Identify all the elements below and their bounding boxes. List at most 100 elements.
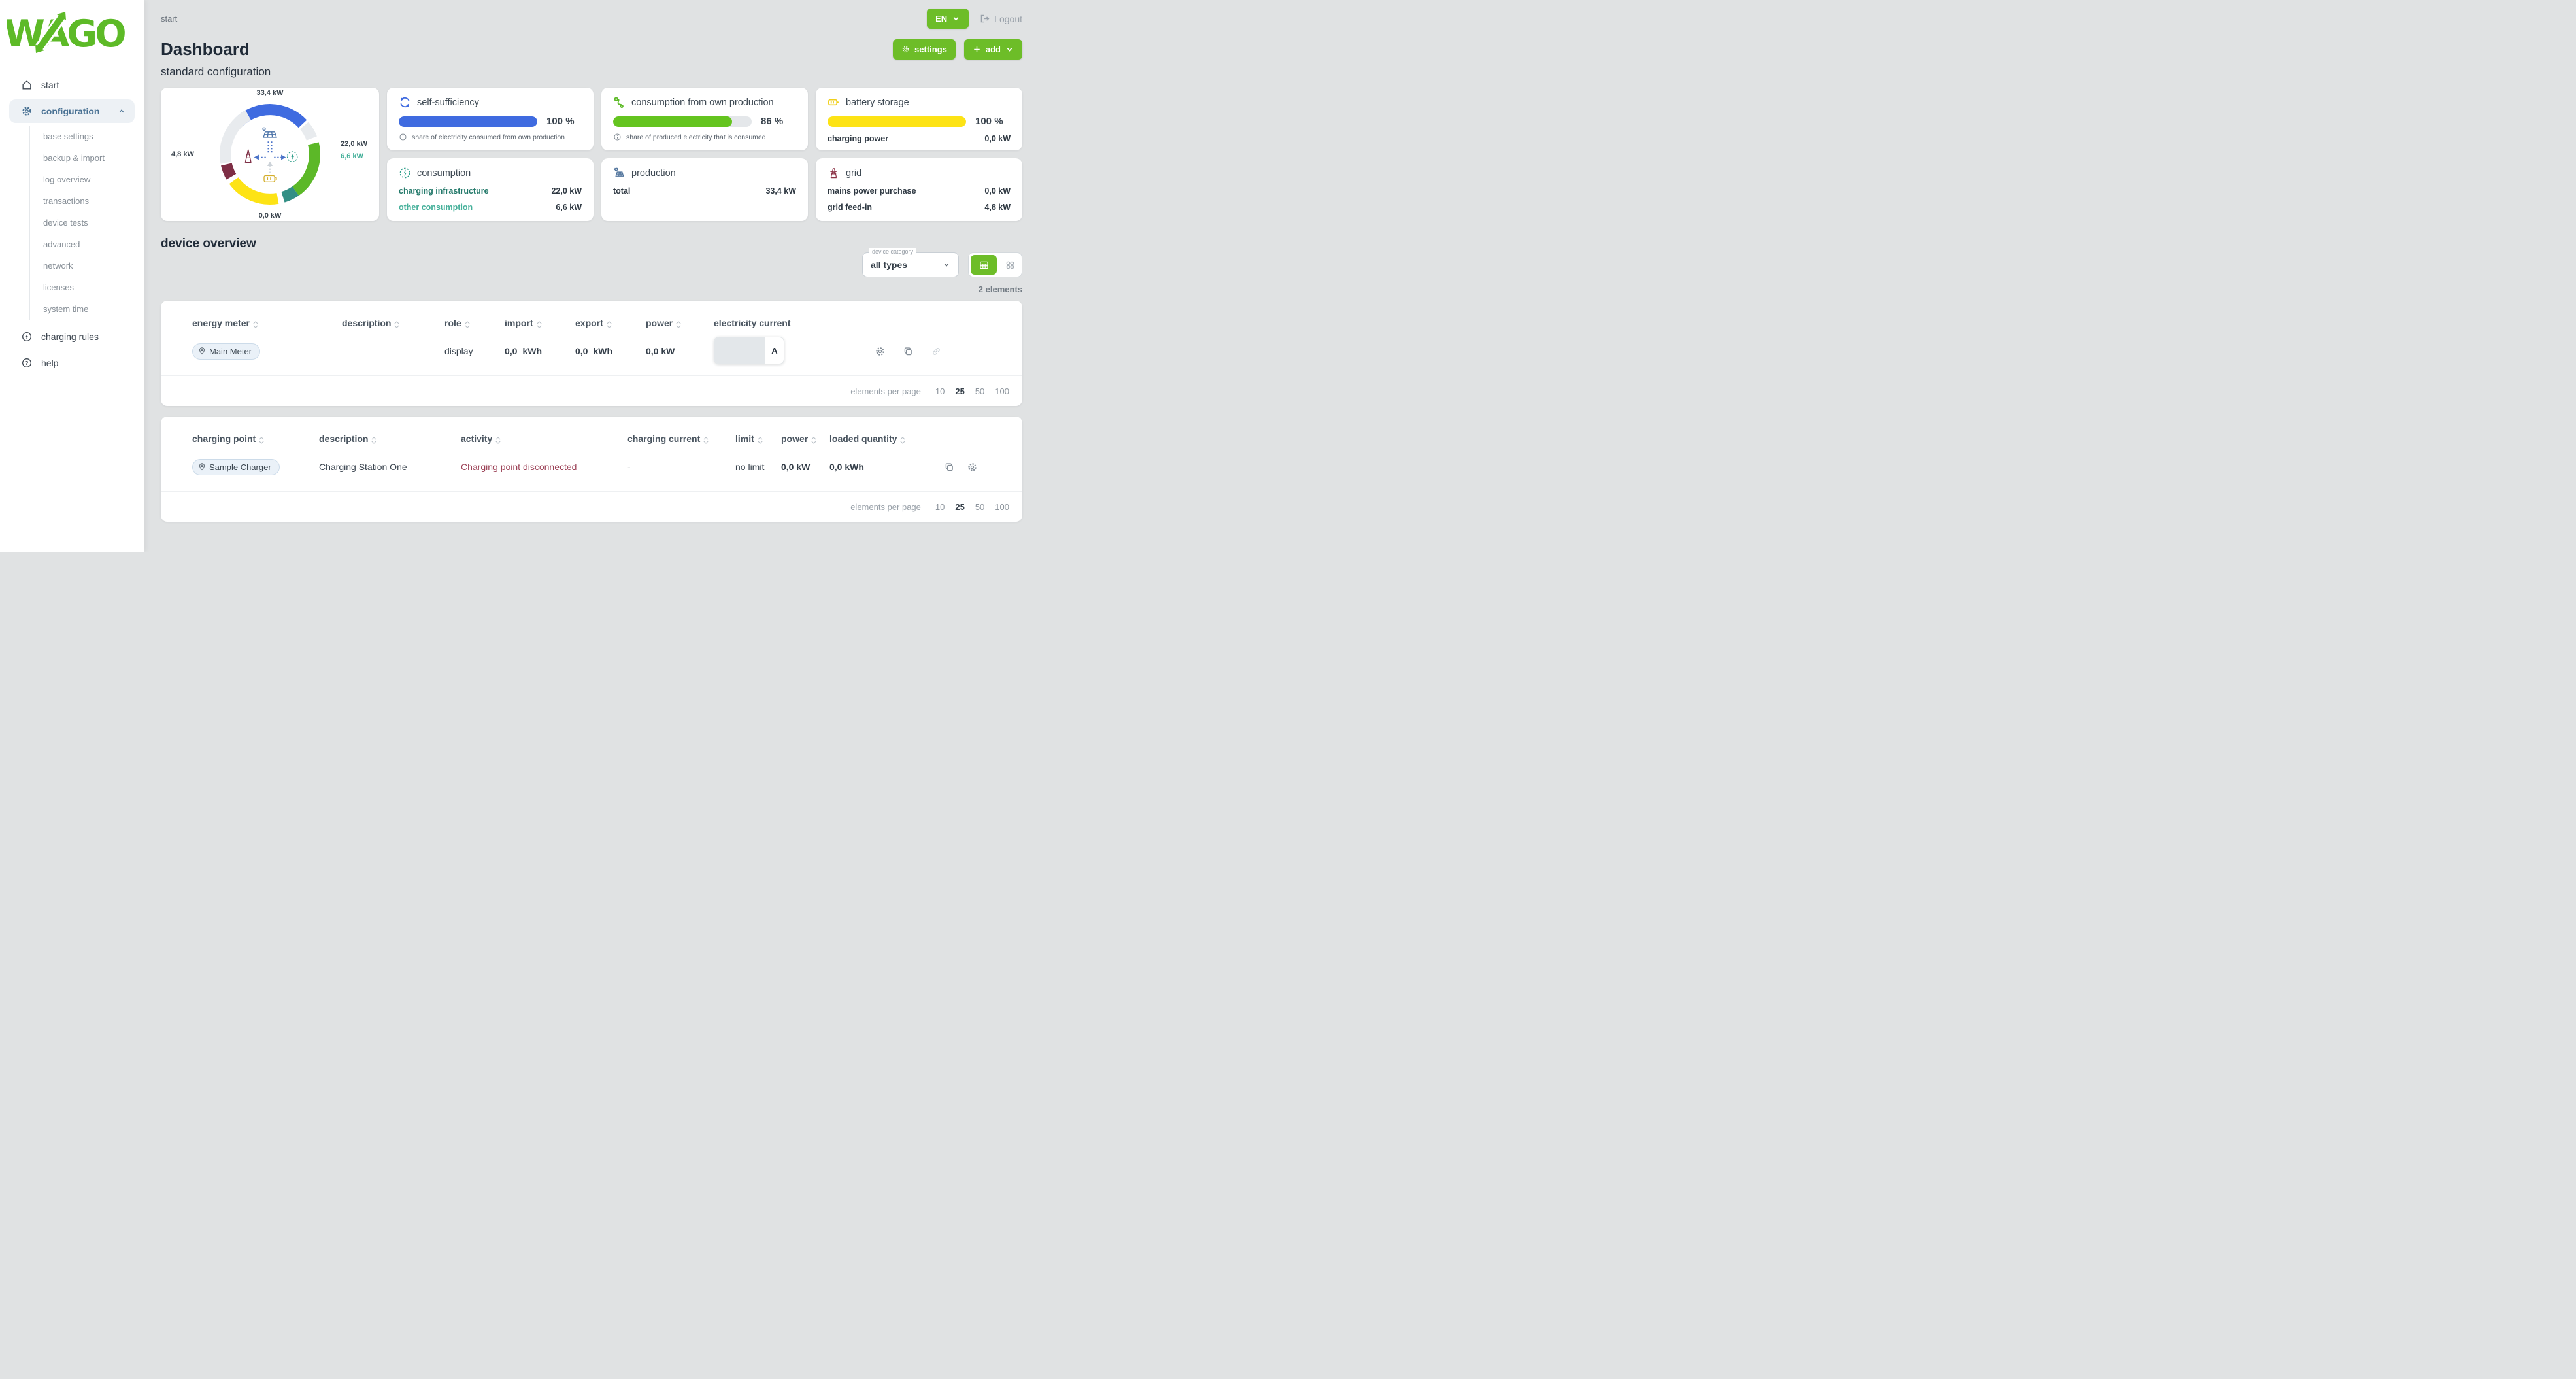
device-chip-sample-charger[interactable]: Sample Charger [192,458,280,475]
page-size-100[interactable]: 100 [995,502,1009,512]
copy-icon[interactable] [903,346,914,357]
flow-consumption-value: 22,0 kW [341,140,367,148]
phase-cell [714,337,731,364]
row-value: 0,0 kW [984,134,1011,143]
info-icon [614,133,621,141]
column-power[interactable]: power [781,434,829,444]
configuration-subnav: base settings backup & import log overvi… [29,126,144,320]
consumption-row-charging: charging infrastructure 22,0 kW [399,186,582,196]
home-icon [22,80,31,90]
pagination-label: elements per page [850,502,921,512]
location-pin-icon [199,347,205,355]
device-chip-main-meter[interactable]: Main Meter [192,343,261,360]
flow-arrows [254,141,286,160]
page-size-25[interactable]: 25 [955,386,965,396]
copy-icon[interactable] [944,462,955,473]
link-icon[interactable] [931,346,942,357]
page-size-100[interactable]: 100 [995,386,1009,396]
sidebar-item-system-time[interactable]: system time [43,304,89,314]
page-size-10[interactable]: 10 [935,386,945,396]
card-header: consumption from own production [613,96,796,109]
gear-icon[interactable] [967,462,978,473]
card-header: battery storage [828,96,1011,109]
charging-rules-icon [22,332,31,341]
sidebar-nav: start configuration base settings backup… [0,72,144,376]
settings-button[interactable]: settings [893,39,956,60]
sidebar-item-help[interactable]: ? help [0,350,144,376]
sidebar-item-label: configuration [41,106,100,116]
phase-unit: A [771,345,778,356]
row-label: total [613,186,631,196]
sort-icon [758,437,763,444]
row-value: 22,0 kW [551,186,582,196]
sidebar-item-network[interactable]: network [43,261,73,271]
sidebar-item-licenses[interactable]: licenses [43,282,74,292]
flow-grid-value: 4,8 kW [171,150,194,158]
column-charging-point[interactable]: charging point [192,434,319,444]
sidebar-item-charging-rules[interactable]: charging rules [0,324,144,350]
page-subtitle: standard configuration [161,65,271,78]
cell-power: 0,0 kW [781,462,811,472]
gear-icon [22,107,31,116]
breadcrumb[interactable]: start [161,14,178,24]
sidebar-item-backup-import[interactable]: backup & import [43,153,105,163]
sidebar-item-configuration[interactable]: configuration [9,99,135,123]
row-value: 6,6 kW [556,203,582,212]
page-size-50[interactable]: 50 [975,386,985,396]
sidebar-item-transactions[interactable]: transactions [43,196,90,206]
sidebar-item-log-overview[interactable]: log overview [43,175,91,184]
column-description[interactable]: description [319,434,461,444]
table-view-icon [979,261,988,269]
progress-fill [399,116,537,127]
page-size-10[interactable]: 10 [935,502,945,512]
column-import[interactable]: import [505,318,575,328]
cell-export: 0,0 kWh [575,346,613,356]
logout-button[interactable]: Logout [979,13,1022,24]
column-activity[interactable]: activity [461,434,627,444]
column-limit[interactable]: limit [735,434,781,444]
card-view-button[interactable] [1002,255,1018,275]
progress-track [399,116,537,127]
sidebar-item-advanced[interactable]: advanced [43,239,80,249]
topbar: start EN Logout [161,0,1022,29]
view-toggle [968,252,1022,277]
add-button[interactable]: add [963,39,1022,60]
chevron-down-icon [1007,48,1012,52]
sidebar-item-device-tests[interactable]: device tests [43,218,88,228]
energy-flow-card: 33,4 kW 22,0 kW 6,6 kW 4,8 kW 0,0 kW [161,88,379,221]
cell-power: 0,0 kW [646,346,675,356]
flow-battery-value: 0,0 kW [258,212,282,220]
element-count: 2 elements [978,284,1022,294]
column-description[interactable]: description [342,318,444,328]
column-energy-meter[interactable]: energy meter [192,318,342,328]
page-header: Dashboard standard configuration setting… [161,39,1022,78]
sidebar-item-base-settings[interactable]: base settings [43,131,93,141]
column-charging-current[interactable]: charging current [627,434,735,444]
row-value: 4,8 kW [984,203,1011,212]
cell-role: display [444,346,473,356]
sort-icon [536,321,542,328]
card-header: production [613,167,796,179]
language-button[interactable]: EN [927,9,969,29]
column-power[interactable]: power [646,318,714,328]
table-view-button[interactable] [971,255,997,275]
column-export[interactable]: export [575,318,646,328]
help-icon: ? [22,358,31,367]
page-size-50[interactable]: 50 [975,502,985,512]
pagination-options: 10 25 50 100 [935,502,1009,512]
gear-icon[interactable] [875,346,886,357]
battery-charging-power-row: charging power 0,0 kW [828,134,1011,143]
column-role[interactable]: role [444,318,505,328]
pagination: elements per page 10 25 50 100 [161,376,1022,406]
sidebar-item-label: help [41,358,59,368]
self-sufficiency-card: self-sufficiency 100 % share of electric… [387,88,594,150]
progress-row: 100 % [828,116,1011,127]
sort-icon [703,437,709,444]
sort-icon [371,437,377,444]
device-category-select[interactable]: device category all types [862,248,959,277]
card-title: grid [846,167,862,179]
page-size-25[interactable]: 25 [955,502,965,512]
sidebar-item-start[interactable]: start [0,72,144,98]
kpi-cards: 33,4 kW 22,0 kW 6,6 kW 4,8 kW 0,0 kW [161,88,1022,221]
column-loaded-quantity[interactable]: loaded quantity [829,434,944,444]
